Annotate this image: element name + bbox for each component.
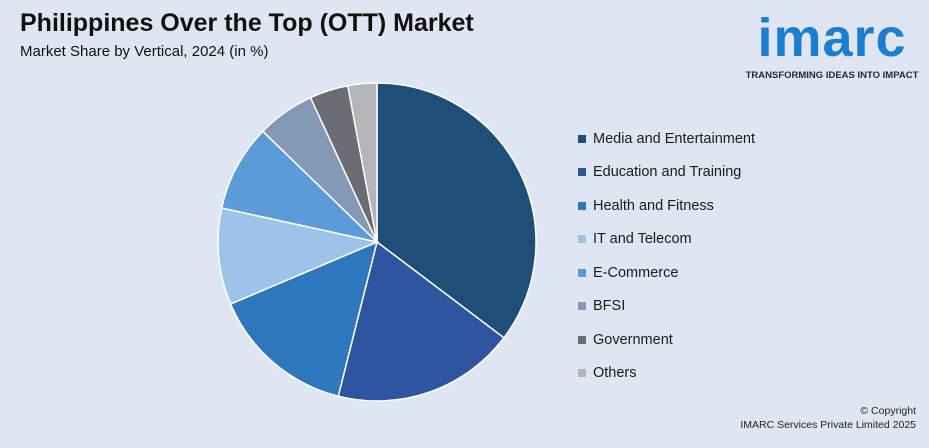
legend-item: Government (578, 323, 755, 357)
legend-swatch (578, 235, 586, 244)
pie-slice-education-and-training (337, 240, 505, 402)
logo-tagline: TRANSFORMING IDEAS INTO IMPACT (745, 70, 919, 81)
legend-label: Others (593, 365, 637, 382)
chart-legend: Media and Entertainment Education and Tra… (578, 122, 755, 390)
footer: © Copyright IMARC Services Private Limit… (740, 404, 916, 432)
legend-label: E-Commerce (593, 264, 679, 281)
legend-label: IT and Telecom (593, 231, 692, 248)
legend-item: Others (578, 357, 755, 391)
legend-item: IT and Telecom (578, 223, 755, 257)
logo-wordmark: imarc (757, 8, 907, 68)
chart-title: Philippines Over the Top (OTT) Market (20, 9, 474, 37)
legend-label: Education and Training (593, 164, 742, 181)
pie-slice-media-and-entertainment (376, 82, 537, 339)
legend-swatch (578, 302, 586, 311)
legend-item: E-Commerce (578, 256, 755, 290)
pie-slice-health-and-fitness (229, 240, 379, 398)
legend-item: BFSI (578, 290, 755, 324)
legend-swatch (578, 335, 586, 344)
legend-swatch (578, 168, 586, 177)
legend-swatch (578, 268, 586, 277)
legend-label: Health and Fitness (593, 197, 714, 214)
legend-swatch (578, 201, 586, 210)
company-text: IMARC Services Private Limited 2025 (740, 419, 916, 431)
legend-label: Media and Entertainment (593, 130, 756, 147)
pie-slice-it-and-telecom (217, 207, 380, 305)
legend-item: Media and Entertainment (578, 122, 755, 156)
pie-slice-e-commerce (220, 130, 380, 244)
legend-label: Government (593, 331, 673, 348)
imarc-logo: imarc TRANSFORMING IDEAS INTO IMPACT (742, 8, 922, 84)
legend-label: BFSI (593, 298, 626, 315)
chart-subtitle: Market Share by Vertical, 2024 (in %) (20, 43, 269, 60)
copyright-text: © Copyright (860, 405, 916, 417)
legend-swatch (578, 134, 586, 143)
pie-slice-others (346, 82, 378, 243)
legend-item: Health and Fitness (578, 189, 755, 223)
legend-item: Education and Training (578, 156, 755, 190)
legend-swatch (578, 369, 586, 378)
